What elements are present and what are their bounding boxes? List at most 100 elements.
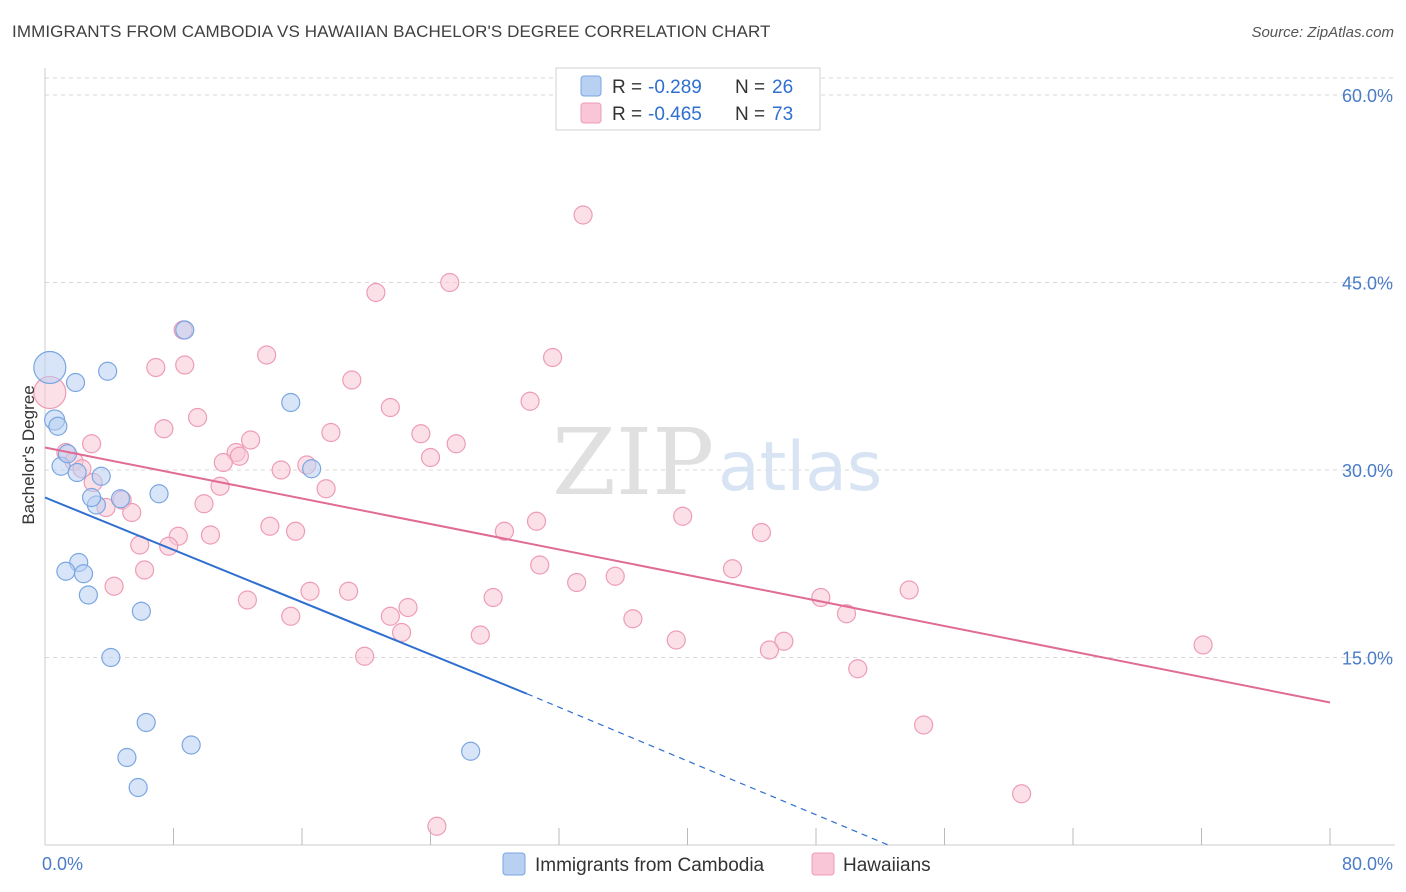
hawaiians-point-14 (321, 422, 341, 443)
hawaiians-point-64 (666, 630, 686, 650)
hawaiians-point-41 (200, 525, 221, 545)
hawaiians-point-3 (366, 282, 386, 303)
hawaiians-point-51 (300, 581, 320, 601)
hawaiians-point-67 (759, 640, 780, 660)
x-tick-label-1: 80.0% (1342, 854, 1393, 874)
series-swatch-hawaiians (811, 852, 835, 876)
cambodia-point-18 (73, 564, 94, 584)
cambodia-point-19 (78, 585, 98, 605)
hawaiians-point-47 (134, 560, 155, 580)
grid-lines (45, 77, 1395, 658)
hawaiians-point-26 (271, 460, 291, 480)
legend-r-value-2: -0.465 (648, 104, 702, 125)
hawaiians-point-38 (494, 521, 514, 541)
hawaiians-point-8 (175, 355, 195, 375)
hawaiians-point-36 (526, 511, 547, 531)
legend-n-label-1: N = (735, 77, 765, 98)
cambodia-point-22 (136, 712, 156, 733)
hawaiians-point-50 (104, 576, 124, 596)
hawaiians-point-70 (914, 715, 934, 735)
hawaiians-point-52 (338, 581, 359, 601)
watermark: ZIP atlas (552, 409, 882, 516)
y-tick-label-1: 30.0% (1342, 461, 1393, 481)
hawaiians-point-46 (722, 559, 743, 579)
hawaiians-point-63 (470, 625, 490, 645)
legend-swatch-blue (580, 75, 602, 97)
cambodia-trend-line (44, 496, 528, 695)
legend-r-value-1: -0.289 (648, 77, 702, 98)
series-label-hawaiians: Hawaiians (843, 855, 931, 876)
cambodia-point-24 (117, 747, 137, 768)
hawaiians-point-9 (342, 370, 362, 390)
hawaiians-point-15 (411, 424, 431, 444)
hawaiians-point-62 (391, 622, 412, 643)
hawaiians-point-11 (380, 397, 400, 418)
y-tick-label-2: 45.0% (1342, 274, 1393, 294)
hawaiians-point-39 (751, 522, 771, 543)
legend-r-label-1: R = (612, 77, 642, 98)
series-legend: Immigrants from Cambodia Hawaiians (502, 852, 931, 876)
hawaiians-point-32 (194, 494, 214, 514)
hawaiians-point-6 (542, 347, 563, 368)
hawaiians-point-56 (237, 590, 257, 610)
hawaiians-point-35 (673, 506, 693, 526)
legend-swatch-pink (580, 102, 602, 124)
hawaiians-point-57 (398, 597, 418, 618)
hawaiians-point-45 (530, 555, 550, 575)
hawaiians-point-54 (483, 587, 503, 608)
cambodia-point-9 (281, 392, 301, 413)
hawaiians-point-16 (241, 430, 261, 450)
cambodia-point-0 (33, 350, 67, 385)
hawaiians-point-34 (122, 502, 142, 523)
cambodia-point-21 (101, 647, 121, 668)
legend-n-label-2: N = (735, 104, 765, 125)
stats-legend: R = -0.289 N = 26 R = -0.465 N = 73 (555, 67, 821, 131)
hawaiians-point-69 (848, 659, 868, 679)
hawaiians-point-10 (520, 391, 540, 411)
series-label-cambodia: Immigrants from Cambodia (535, 855, 765, 876)
x-tick-label-0: 0.0% (42, 854, 83, 874)
hawaiians-point-1 (573, 205, 593, 225)
cambodia-point-11 (91, 466, 111, 486)
cambodia-point-2 (48, 416, 68, 436)
cambodia-point-8 (175, 320, 195, 340)
hawaiians-point-22 (420, 447, 441, 468)
hawaiians-point-13 (154, 419, 174, 439)
watermark-atlas: atlas (718, 428, 882, 507)
hawaiians-point-53 (899, 580, 919, 600)
series-swatch-cambodia (502, 852, 526, 876)
hawaiians-point-66 (1193, 635, 1213, 655)
hawaiians-point-71 (1011, 784, 1032, 804)
y-tick-label-3: 60.0% (1342, 86, 1393, 106)
hawaiians-point-21 (229, 446, 249, 466)
cambodia-point-25 (461, 741, 481, 761)
hawaiians-point-18 (446, 434, 466, 454)
axes (44, 68, 1395, 846)
cambodia-point-13 (81, 487, 102, 508)
hawaiians-point-40 (285, 521, 306, 541)
hawaiians-point-7 (146, 357, 166, 378)
cambodia-point-5 (65, 372, 86, 393)
hawaiians-point-58 (836, 604, 857, 624)
tick-labels: 15.0% 30.0% 45.0% 60.0% 0.0% 80.0% (42, 86, 1393, 874)
hawaiians-point-29 (210, 476, 230, 496)
hawaiians-point-37 (260, 516, 280, 536)
hawaiians-point-2 (440, 272, 460, 293)
chart-title: IMMIGRANTS FROM CAMBODIA VS HAWAIIAN BAC… (12, 22, 771, 41)
y-tick-label-0: 15.0% (1342, 649, 1393, 669)
cambodia-point-17 (56, 561, 76, 581)
hawaiians-trend-line (44, 446, 1331, 704)
hawaiians-point-48 (605, 566, 625, 586)
legend-n-value-2: 73 (772, 104, 793, 125)
hawaiians-point-68 (355, 646, 375, 666)
cambodia-point-23 (181, 735, 201, 755)
data-points (33, 205, 1213, 836)
cambodia-point-14 (110, 489, 131, 509)
hawaiians-point-59 (281, 606, 301, 626)
source-credit: Source: ZipAtlas.com (1251, 24, 1394, 41)
hawaiians-point-61 (623, 609, 643, 629)
cambodia-point-26 (128, 777, 148, 798)
legend-n-value-1: 26 (772, 77, 793, 98)
cambodia-point-10 (302, 459, 322, 479)
hawaiians-point-23 (213, 452, 233, 473)
